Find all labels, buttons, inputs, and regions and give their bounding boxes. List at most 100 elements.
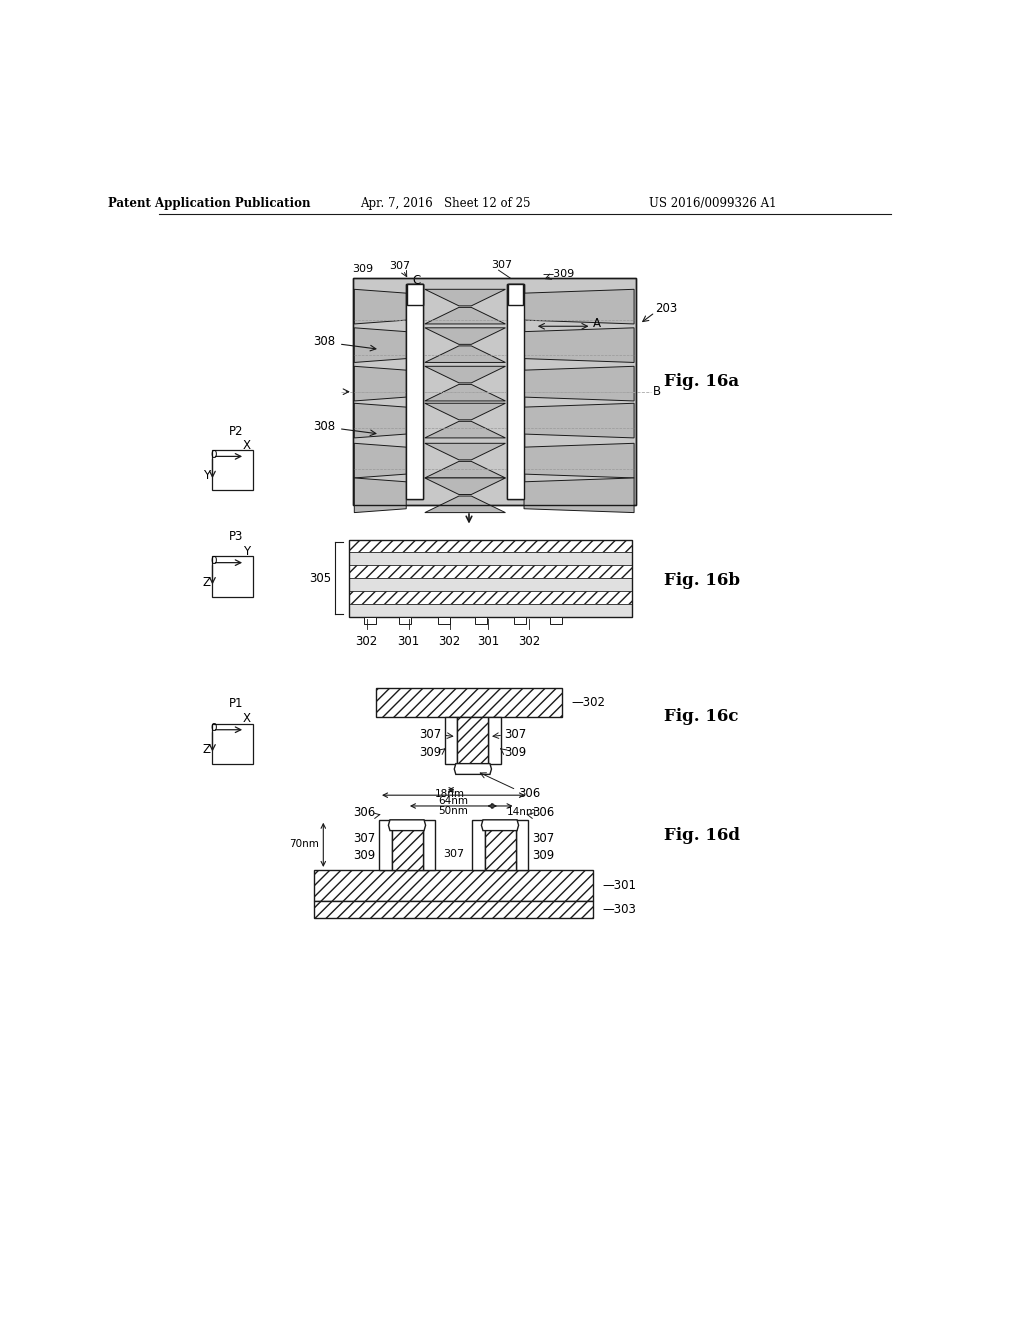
Text: Fig. 16d: Fig. 16d <box>665 828 740 845</box>
Text: 309: 309 <box>353 849 375 862</box>
Text: 306: 306 <box>353 807 375 820</box>
Text: A: A <box>593 317 601 330</box>
Text: 307: 307 <box>353 832 375 845</box>
Bar <box>349 578 632 591</box>
Text: 302: 302 <box>438 635 461 648</box>
Text: —303: —303 <box>602 903 636 916</box>
Bar <box>458 718 488 763</box>
Bar <box>507 284 524 499</box>
Bar <box>514 616 525 624</box>
Bar <box>515 820 528 870</box>
Bar <box>349 540 632 616</box>
Text: 14nm: 14nm <box>507 807 537 817</box>
Text: P1: P1 <box>229 697 244 710</box>
Bar <box>314 870 593 900</box>
Bar <box>423 820 435 870</box>
Polygon shape <box>524 444 634 478</box>
Text: 70nm: 70nm <box>290 840 319 850</box>
Text: X: X <box>243 711 251 725</box>
Polygon shape <box>425 346 506 363</box>
Text: 50nm: 50nm <box>438 807 468 816</box>
Polygon shape <box>524 404 634 438</box>
Text: 301: 301 <box>397 635 420 648</box>
Polygon shape <box>354 289 407 323</box>
Polygon shape <box>354 367 407 401</box>
Text: 203: 203 <box>655 302 677 315</box>
Text: 0: 0 <box>211 723 217 734</box>
Text: Y: Y <box>243 545 250 558</box>
Text: 309: 309 <box>419 746 441 759</box>
Bar <box>212 450 253 490</box>
Text: Z: Z <box>203 743 210 756</box>
Bar <box>550 616 562 624</box>
Text: —309: —309 <box>543 269 574 279</box>
Polygon shape <box>425 384 506 401</box>
Bar <box>508 284 523 305</box>
Text: —302: —302 <box>571 696 605 709</box>
Bar <box>349 603 632 616</box>
Text: 307: 307 <box>389 261 411 271</box>
Text: 309: 309 <box>505 746 527 759</box>
Bar <box>407 284 423 305</box>
Polygon shape <box>425 308 506 323</box>
Text: 308: 308 <box>313 335 336 348</box>
Bar <box>407 284 423 499</box>
Bar <box>507 284 524 499</box>
Polygon shape <box>425 404 506 420</box>
Polygon shape <box>354 327 407 363</box>
Polygon shape <box>425 327 506 345</box>
Bar <box>445 718 458 763</box>
Text: 307: 307 <box>505 727 527 741</box>
Text: 308: 308 <box>313 420 336 433</box>
Polygon shape <box>425 496 506 512</box>
Polygon shape <box>481 820 518 830</box>
Polygon shape <box>524 367 634 401</box>
Text: C: C <box>413 273 421 286</box>
Text: P3: P3 <box>229 529 244 543</box>
Polygon shape <box>524 289 634 323</box>
Bar <box>488 718 501 763</box>
Polygon shape <box>388 820 426 830</box>
Bar <box>352 277 636 506</box>
Bar <box>314 900 593 917</box>
Text: 301: 301 <box>477 635 500 648</box>
Text: Fig. 16a: Fig. 16a <box>665 374 739 391</box>
Bar <box>379 820 391 870</box>
Bar <box>484 820 515 870</box>
Text: 0: 0 <box>211 556 217 566</box>
Text: X: X <box>243 438 251 451</box>
Polygon shape <box>524 478 634 512</box>
Text: P2: P2 <box>229 425 244 438</box>
Bar <box>438 616 450 624</box>
Bar <box>212 723 253 763</box>
Text: 302: 302 <box>518 635 541 648</box>
Text: Y: Y <box>203 470 210 483</box>
Text: 302: 302 <box>355 635 378 648</box>
Bar <box>349 591 632 603</box>
Text: —301: —301 <box>602 879 636 892</box>
Bar <box>349 552 632 565</box>
Bar <box>349 565 632 578</box>
Polygon shape <box>455 763 492 775</box>
Text: 309: 309 <box>352 264 374 273</box>
Bar <box>212 557 253 597</box>
Polygon shape <box>425 444 506 459</box>
Polygon shape <box>354 478 407 512</box>
Text: 307: 307 <box>490 260 512 269</box>
Text: Fig. 16c: Fig. 16c <box>665 708 738 725</box>
Text: Apr. 7, 2016   Sheet 12 of 25: Apr. 7, 2016 Sheet 12 of 25 <box>360 197 531 210</box>
Bar <box>508 284 523 305</box>
Polygon shape <box>425 367 506 383</box>
Text: Fig. 16b: Fig. 16b <box>665 572 740 589</box>
Polygon shape <box>425 289 506 306</box>
Text: Patent Application Publication: Patent Application Publication <box>109 197 310 210</box>
Text: 305: 305 <box>309 572 331 585</box>
Text: B: B <box>652 385 660 399</box>
Polygon shape <box>524 327 634 363</box>
Text: 306: 306 <box>531 807 554 820</box>
Text: US 2016/0099326 A1: US 2016/0099326 A1 <box>649 197 777 210</box>
Bar <box>399 616 411 624</box>
Text: 307: 307 <box>531 832 554 845</box>
Polygon shape <box>354 444 407 478</box>
Bar <box>352 277 636 506</box>
